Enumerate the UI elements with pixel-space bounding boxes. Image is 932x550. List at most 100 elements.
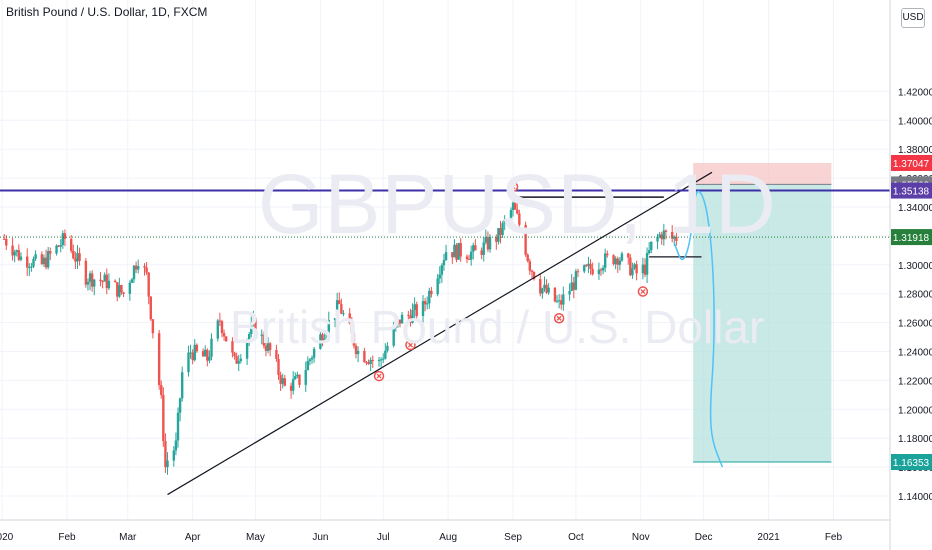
candle-body — [612, 255, 615, 265]
candle-body — [386, 345, 389, 351]
candle-body — [421, 301, 425, 317]
candle-body — [365, 362, 368, 364]
pivot-marker[interactable] — [507, 181, 519, 193]
candle-body — [673, 236, 676, 239]
candle-body — [26, 256, 29, 268]
price-tick-label: 1.14000 — [898, 492, 932, 503]
candle-body — [641, 264, 645, 274]
candle-body — [371, 359, 374, 361]
projected-price-path[interactable] — [673, 190, 724, 468]
watermark-description: British Pound / U.S. Dollar — [230, 301, 765, 353]
candle-body — [93, 279, 96, 287]
candle-body — [474, 245, 477, 251]
candle-body — [497, 228, 500, 242]
candle-body — [113, 280, 117, 283]
candle-body — [44, 257, 48, 268]
ascending-trendline[interactable] — [167, 171, 713, 496]
candle-body — [562, 294, 565, 305]
candle-body — [631, 268, 634, 276]
candle-body — [606, 253, 609, 256]
candle-body — [547, 287, 550, 293]
take-profit-zone[interactable] — [693, 184, 832, 462]
candle-body — [647, 250, 651, 254]
candle-body — [28, 267, 31, 269]
candle-body — [539, 279, 542, 294]
candle-body — [675, 236, 678, 241]
candle-body — [206, 349, 209, 361]
candle-body — [321, 334, 324, 343]
candle-body — [382, 358, 385, 360]
price-label-bg — [891, 453, 932, 470]
time-tick-label: Aug — [439, 532, 457, 543]
candle-body — [604, 253, 607, 268]
pivot-marker[interactable] — [553, 313, 565, 324]
candle-body — [488, 237, 492, 250]
candle-body — [90, 273, 94, 287]
candle-body — [645, 253, 649, 275]
candle-body — [398, 319, 402, 324]
candle-body — [74, 258, 77, 262]
time-tick-label: Feb — [58, 532, 76, 543]
candle-body — [354, 345, 358, 355]
candle-body — [453, 244, 456, 258]
time-tick-label: 2021 — [757, 532, 780, 543]
candle-body — [570, 282, 573, 291]
stop-loss-zone[interactable] — [693, 162, 832, 185]
candle-body — [49, 251, 52, 254]
marker-cross — [640, 289, 646, 294]
candle-body — [59, 245, 62, 247]
candle-body — [216, 320, 219, 339]
candle-body — [532, 271, 536, 280]
candle-body — [105, 274, 108, 289]
candle-body — [528, 261, 532, 271]
pivot-marker[interactable] — [405, 339, 416, 351]
candle-body — [576, 271, 580, 273]
candle-body — [407, 314, 410, 316]
candle-body — [457, 242, 460, 260]
candle-body — [193, 344, 196, 361]
candle-body — [61, 233, 65, 246]
price-label-bg — [891, 154, 932, 171]
candle-body — [231, 341, 234, 353]
candle-body — [162, 395, 165, 442]
candle-body — [660, 234, 663, 240]
candle-body — [335, 300, 339, 319]
candle-body — [19, 256, 23, 260]
candle-body — [501, 223, 504, 235]
candle-body — [308, 359, 312, 362]
candle-body — [160, 385, 163, 396]
currency-badge[interactable]: USD — [901, 8, 925, 28]
candle-body — [333, 318, 337, 320]
candle-body — [289, 385, 293, 391]
price-tick-label: 1.38000 — [898, 145, 932, 156]
candle-body — [252, 317, 255, 323]
candle-body — [633, 264, 636, 269]
candle-body — [151, 319, 155, 334]
candle-body — [629, 257, 632, 276]
candle-body — [84, 260, 88, 285]
candle-body — [392, 327, 395, 346]
candle-body — [281, 378, 284, 384]
candle-body — [467, 259, 471, 261]
candle-body — [120, 285, 123, 293]
candle-body — [176, 412, 180, 441]
candle-body — [143, 266, 146, 268]
candle-body — [327, 319, 330, 334]
candle-body — [262, 334, 266, 346]
candle-body — [413, 304, 416, 310]
candle-body — [42, 257, 46, 264]
candle-body — [201, 351, 205, 357]
pivot-marker[interactable] — [637, 286, 649, 297]
candle-body — [530, 270, 534, 272]
pivot-marker[interactable] — [373, 370, 385, 382]
candle-body — [459, 242, 462, 257]
candle-body — [444, 252, 448, 261]
candle-body — [268, 343, 272, 351]
candle-body — [222, 333, 226, 337]
time-axis: 2020 Feb Mar Apr May Jun Jul Aug Sep Oct Nov Dec 202… — [0, 532, 843, 543]
price-label-1-35138: 1.35138 — [891, 182, 932, 199]
candle-body — [99, 279, 102, 282]
marker-cross — [376, 373, 382, 379]
